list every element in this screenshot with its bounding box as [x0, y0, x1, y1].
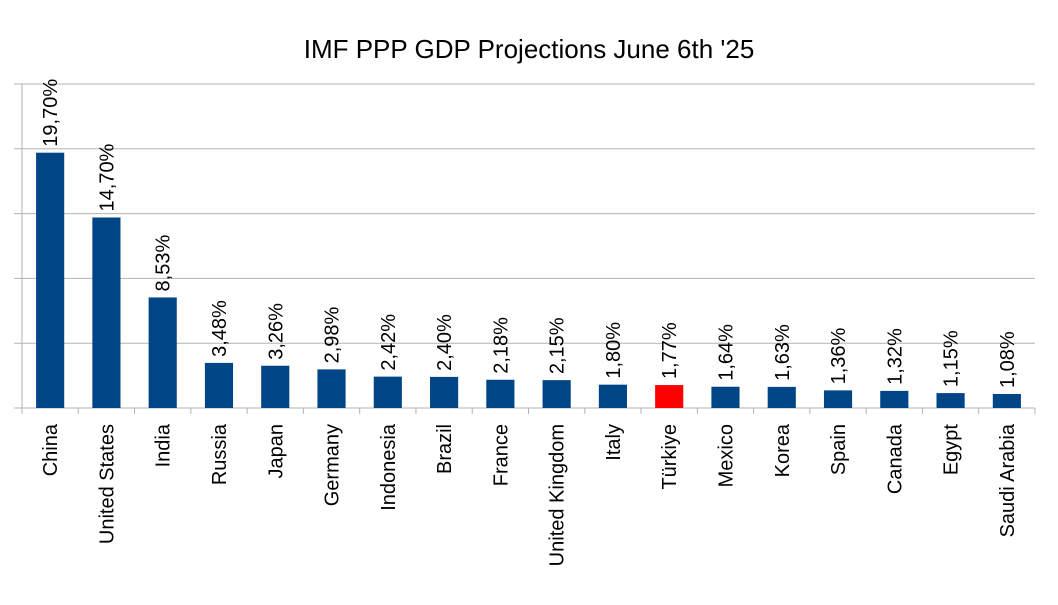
category-label: United Kingdom — [547, 424, 569, 566]
value-label: 2,42% — [378, 314, 400, 371]
value-labels: 19,70% 14,70% 8,53% 3,48% 3,26% 2,98% 2,42% 2,4… — [40, 79, 1019, 388]
value-label: 19,70% — [40, 79, 62, 147]
bar-türkiye — [655, 385, 684, 408]
value-label: 1,32% — [884, 328, 906, 385]
category-label: Egypt — [941, 424, 963, 476]
value-label: 2,18% — [490, 317, 512, 374]
bar-brazil — [430, 376, 459, 408]
category-label: Canada — [884, 423, 906, 494]
category-label: India — [153, 423, 175, 467]
value-label: 1,63% — [772, 324, 794, 381]
bars — [36, 152, 1021, 408]
value-label: 1,77% — [659, 322, 681, 379]
category-label: Korea — [772, 423, 794, 477]
value-label: 2,98% — [322, 306, 344, 363]
category-label: Japan — [265, 424, 287, 479]
chart-title: IMF PPP GDP Projections June 6th '25 — [304, 34, 755, 64]
category-label: Indonesia — [378, 423, 400, 511]
value-label: 1,08% — [997, 331, 1019, 388]
category-label: China — [40, 423, 62, 476]
category-label: France — [490, 424, 512, 486]
value-label: 1,80% — [603, 322, 625, 379]
category-labels: China United States India Russia Japan German… — [40, 423, 1019, 566]
bar-saudi-arabia — [992, 394, 1021, 408]
category-label: Brazil — [434, 424, 456, 474]
bar-korea — [767, 386, 796, 408]
bar-germany — [317, 369, 346, 408]
axes — [14, 84, 1036, 414]
bar-italy — [598, 384, 627, 408]
value-label: 3,48% — [209, 300, 231, 357]
bar-spain — [823, 390, 853, 408]
bar-russia — [204, 362, 234, 408]
bar-united-kingdom — [542, 380, 571, 408]
bar-mexico — [711, 386, 740, 408]
value-label: 2,40% — [434, 314, 456, 371]
value-label: 3,26% — [265, 303, 287, 360]
category-label: Spain — [828, 424, 850, 475]
category-label: Germany — [322, 424, 344, 506]
value-label: 1,64% — [715, 324, 737, 381]
bar-japan — [261, 365, 290, 408]
value-label: 2,15% — [547, 317, 569, 374]
category-label: Saudi Arabia — [997, 423, 1019, 537]
bar-indonesia — [373, 376, 402, 408]
bar-united-states — [92, 217, 121, 408]
category-label: Italy — [603, 424, 625, 461]
value-label: 1,36% — [828, 327, 850, 384]
grid-lines — [14, 83, 1035, 344]
bar-india — [148, 297, 177, 408]
bar-china — [36, 152, 65, 408]
category-label: Mexico — [715, 424, 737, 487]
value-label: 8,53% — [153, 235, 175, 292]
value-label: 1,15% — [941, 330, 963, 387]
bar-canada — [880, 390, 909, 408]
bar-france — [486, 379, 515, 408]
value-label: 14,70% — [96, 143, 118, 211]
bar-egypt — [936, 393, 965, 408]
category-label: Russia — [209, 423, 231, 485]
category-label: United States — [96, 424, 118, 544]
category-label: Türkiye — [659, 424, 681, 490]
